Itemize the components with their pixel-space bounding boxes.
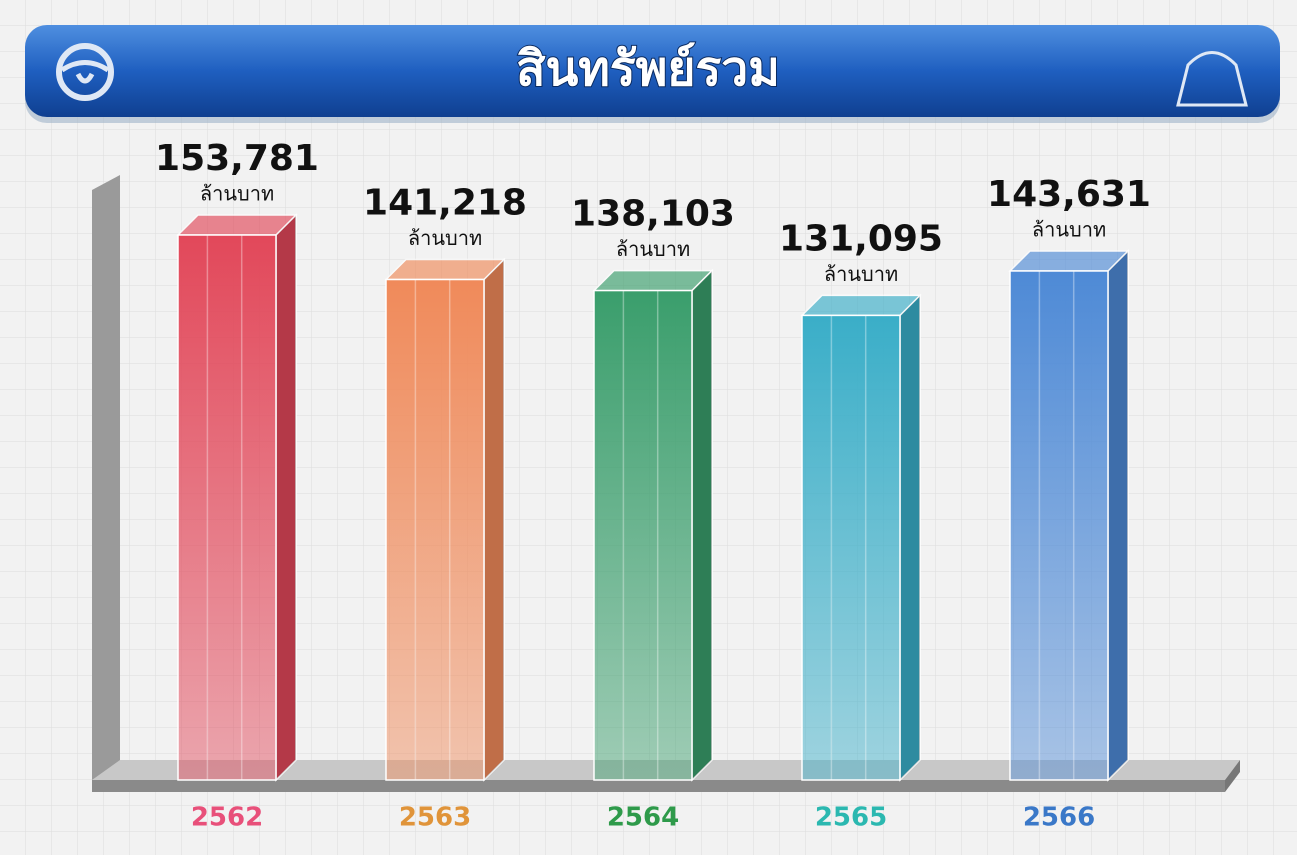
floor-side <box>1225 760 1240 792</box>
unit-label: ล้านบาท <box>408 226 482 250</box>
x-tick-label: 2563 <box>399 803 471 833</box>
bar-top <box>176 214 298 236</box>
bar-top <box>592 269 714 292</box>
value-label: 141,218 <box>363 183 527 224</box>
value-label: 143,631 <box>987 174 1151 215</box>
unit-label: ล้านบาท <box>824 262 898 286</box>
bar <box>177 234 277 781</box>
bar-side-shade <box>1108 250 1128 780</box>
x-tick-label: 2566 <box>1023 803 1095 833</box>
chart-title: สินทรัพย์รวม <box>516 41 780 97</box>
value-label: 131,095 <box>779 218 943 259</box>
unit-label: ล้านบาท <box>200 182 274 206</box>
header <box>25 25 1280 117</box>
x-tick-label: 2565 <box>815 803 887 833</box>
bar <box>593 289 693 781</box>
bar-side-shade <box>692 270 712 780</box>
value-label: 153,781 <box>155 138 319 179</box>
unit-label: ล้านบาท <box>1032 217 1106 241</box>
value-label: 138,103 <box>571 194 735 235</box>
bar-top <box>1008 250 1130 272</box>
logo-right <box>1176 51 1248 107</box>
bar <box>801 314 901 781</box>
bar <box>1009 270 1109 781</box>
bar-top <box>800 294 922 317</box>
back-wall <box>92 175 120 780</box>
logo-left <box>56 43 114 101</box>
bar-top <box>384 258 506 281</box>
bar <box>385 278 485 781</box>
bar-side-shade <box>276 215 296 780</box>
logo-left-detail <box>60 60 110 84</box>
unit-label: ล้านบาท <box>616 237 690 261</box>
floor-front <box>92 780 1225 792</box>
x-tick-label: 2564 <box>607 803 679 833</box>
bar-side-shade <box>484 259 504 780</box>
x-tick-label: 2562 <box>191 803 263 833</box>
bar-side-shade <box>900 295 920 780</box>
